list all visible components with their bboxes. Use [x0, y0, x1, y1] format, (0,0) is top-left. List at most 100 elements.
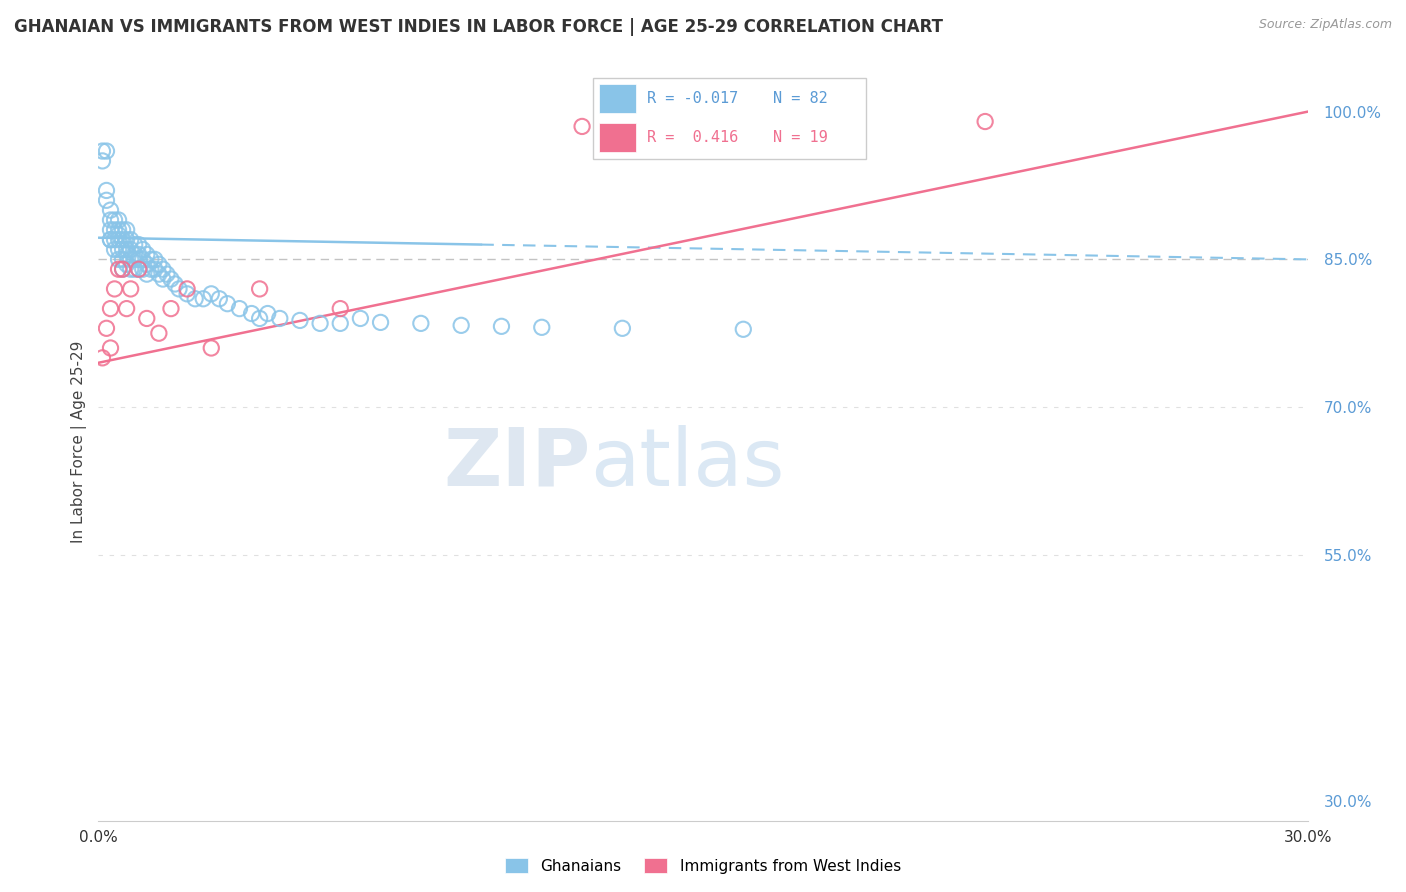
- Point: [111, 243, 134, 257]
- Point: [107, 223, 129, 237]
- Point: [103, 223, 125, 237]
- Point: [176, 286, 198, 301]
- Point: [128, 262, 150, 277]
- Point: [135, 267, 157, 281]
- Point: [100, 341, 122, 355]
- Point: [100, 233, 122, 247]
- Text: N = 82: N = 82: [773, 91, 828, 106]
- Point: [96, 144, 118, 158]
- Point: [111, 262, 134, 277]
- Point: [135, 311, 157, 326]
- Point: [103, 282, 125, 296]
- Point: [124, 262, 146, 277]
- Point: [148, 326, 170, 341]
- Point: [107, 252, 129, 267]
- Point: [135, 247, 157, 261]
- Point: [256, 306, 278, 320]
- Point: [96, 184, 118, 198]
- Point: [217, 296, 239, 310]
- Text: GHANAIAN VS IMMIGRANTS FROM WEST INDIES IN LABOR FORCE | AGE 25-29 CORRELATION C: GHANAIAN VS IMMIGRANTS FROM WEST INDIES …: [14, 18, 943, 36]
- Point: [193, 292, 215, 306]
- Point: [111, 252, 134, 267]
- Point: [107, 213, 129, 227]
- Point: [349, 311, 371, 326]
- FancyBboxPatch shape: [593, 78, 866, 159]
- Point: [100, 203, 122, 218]
- Point: [152, 262, 174, 277]
- Point: [107, 227, 129, 242]
- Point: [120, 262, 142, 277]
- Point: [288, 313, 311, 327]
- Point: [115, 247, 138, 261]
- Point: [269, 311, 291, 326]
- Point: [132, 243, 155, 257]
- Y-axis label: In Labor Force | Age 25-29: In Labor Force | Age 25-29: [72, 341, 87, 542]
- Point: [152, 272, 174, 286]
- Point: [143, 252, 166, 267]
- Point: [115, 233, 138, 247]
- Point: [329, 301, 352, 316]
- Point: [132, 262, 155, 277]
- Point: [107, 243, 129, 257]
- Point: [128, 247, 150, 261]
- Point: [163, 277, 186, 291]
- Point: [208, 292, 231, 306]
- Point: [96, 321, 118, 335]
- Point: [100, 223, 122, 237]
- Text: R = -0.017: R = -0.017: [647, 91, 738, 106]
- Point: [409, 317, 432, 331]
- FancyBboxPatch shape: [599, 85, 636, 113]
- Point: [329, 317, 352, 331]
- Point: [160, 272, 183, 286]
- Point: [111, 233, 134, 247]
- Point: [249, 311, 271, 326]
- Point: [370, 315, 392, 329]
- Point: [249, 282, 271, 296]
- Point: [156, 267, 179, 281]
- Point: [115, 243, 138, 257]
- Point: [103, 213, 125, 227]
- Point: [139, 252, 162, 267]
- Point: [974, 114, 997, 128]
- Legend: Ghanaians, Immigrants from West Indies: Ghanaians, Immigrants from West Indies: [499, 852, 907, 880]
- Point: [612, 321, 634, 335]
- Point: [491, 319, 513, 334]
- Text: atlas: atlas: [591, 425, 785, 503]
- Point: [309, 317, 332, 331]
- Point: [128, 252, 150, 267]
- Text: R =  0.416: R = 0.416: [647, 130, 738, 145]
- Point: [100, 233, 122, 247]
- Point: [450, 318, 472, 333]
- Point: [124, 247, 146, 261]
- Point: [139, 262, 162, 277]
- Point: [176, 282, 198, 296]
- Point: [115, 301, 138, 316]
- Point: [143, 262, 166, 277]
- Point: [111, 262, 134, 277]
- Point: [240, 306, 263, 320]
- Point: [115, 257, 138, 271]
- Point: [100, 301, 122, 316]
- Point: [200, 286, 222, 301]
- Point: [200, 341, 222, 355]
- Point: [103, 243, 125, 257]
- Point: [103, 233, 125, 247]
- Point: [530, 320, 553, 334]
- Text: Source: ZipAtlas.com: Source: ZipAtlas.com: [1258, 18, 1392, 31]
- Point: [120, 243, 142, 257]
- Point: [128, 262, 150, 277]
- Point: [135, 257, 157, 271]
- Point: [228, 301, 250, 316]
- FancyBboxPatch shape: [599, 123, 636, 152]
- Point: [148, 257, 170, 271]
- Point: [132, 252, 155, 267]
- Point: [107, 233, 129, 247]
- Point: [124, 237, 146, 252]
- Point: [148, 267, 170, 281]
- Point: [124, 252, 146, 267]
- Point: [107, 262, 129, 277]
- Point: [160, 301, 183, 316]
- Point: [733, 322, 755, 336]
- Point: [111, 223, 134, 237]
- Point: [96, 194, 118, 208]
